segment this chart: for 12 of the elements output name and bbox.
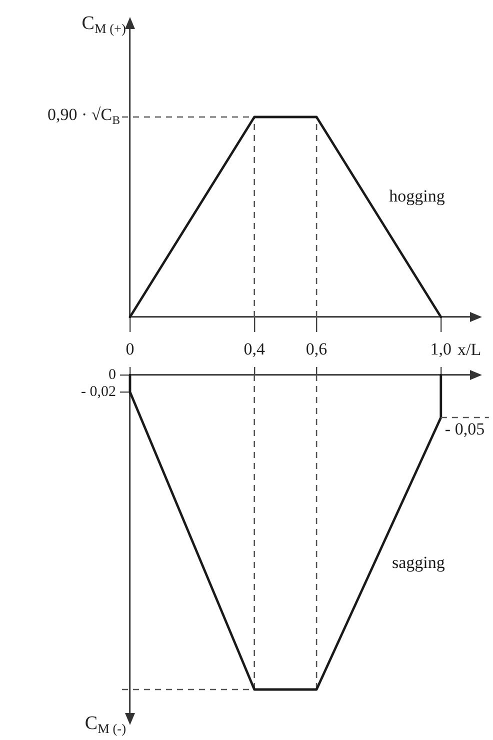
x-axis-title: x/L [458, 340, 482, 360]
x-tick-label: 0,4 [244, 340, 266, 359]
x-tick-label: 0,6 [306, 340, 328, 359]
series-label: sagging [392, 553, 446, 572]
x-tick-label: 1,0 [430, 340, 452, 359]
series-label: hogging [389, 186, 446, 206]
y-tick-label: - 0,02 [81, 384, 116, 400]
x-tick-label: 0 [126, 340, 134, 359]
ref-line-label: 0,90 · √C$_{B}$ [47, 105, 120, 127]
annotation: - 0,05 [444, 419, 485, 438]
y-axis-title: C$_{M (-)}$ [84, 713, 126, 736]
y-axis-title: C$_{M (+)}$ [82, 13, 126, 36]
